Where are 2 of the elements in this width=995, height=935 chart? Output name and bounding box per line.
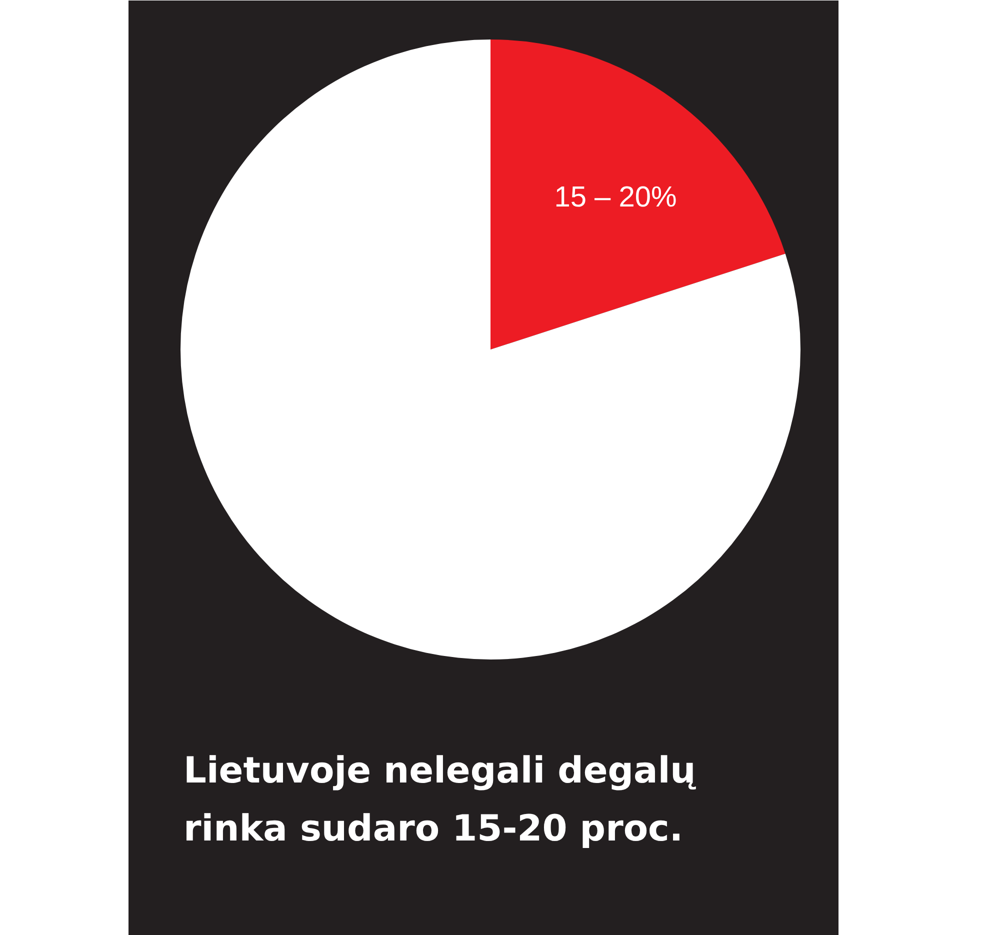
text: Lietuvoje nelegali degalų rinka sudaro 15-20 proc. <box>184 750 696 850</box>
text: 15 – 20% <box>554 182 677 214</box>
